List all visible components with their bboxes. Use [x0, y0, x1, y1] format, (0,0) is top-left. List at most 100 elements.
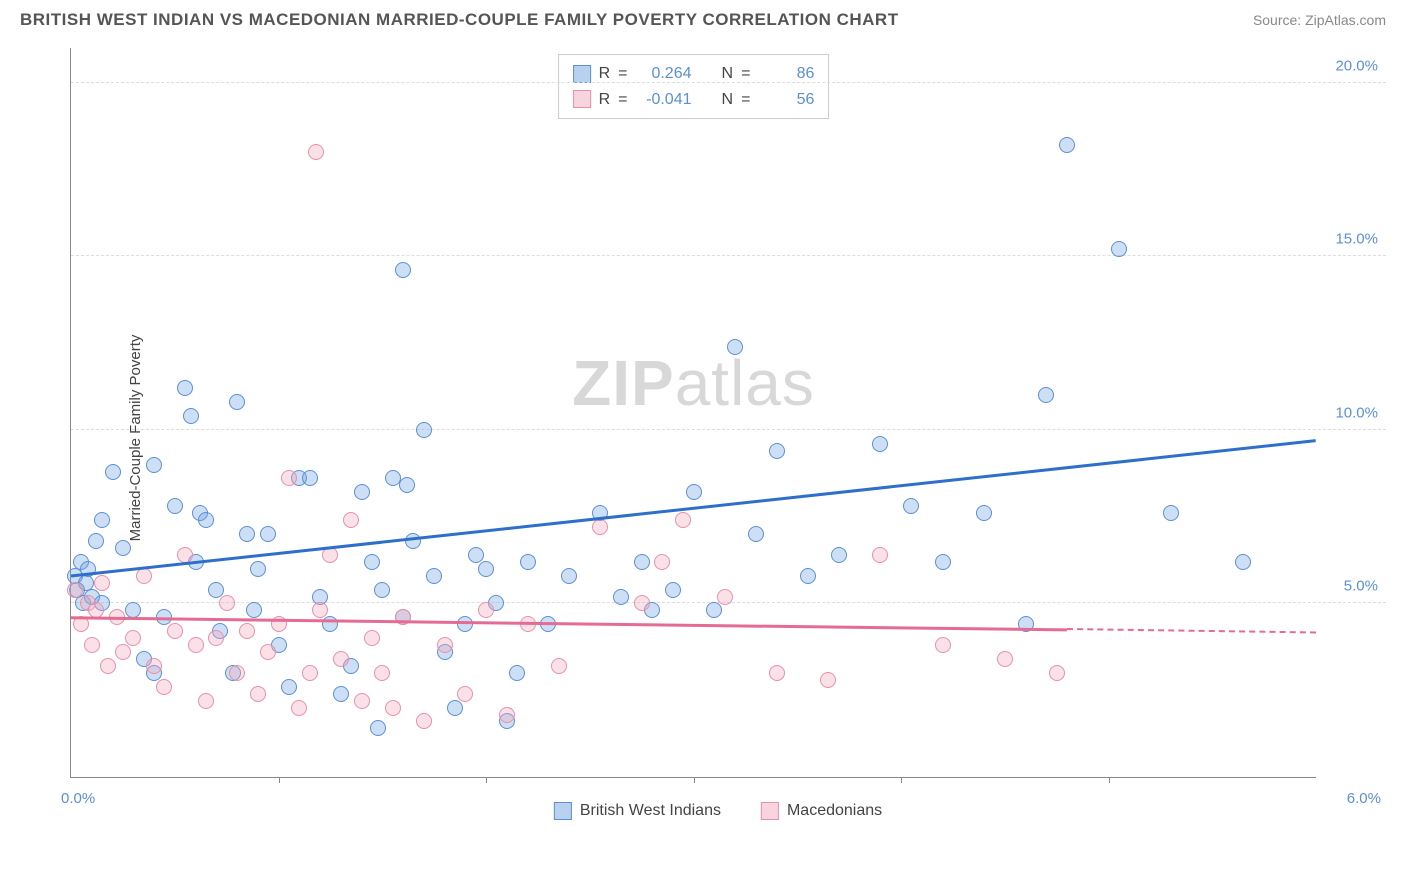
scatter-point-mac: [188, 637, 204, 653]
scatter-point-mac: [198, 693, 214, 709]
scatter-point-mac: [250, 686, 266, 702]
legend-eq: =: [618, 61, 627, 87]
y-tick-label: 20.0%: [1335, 57, 1378, 74]
scatter-point-bwi: [520, 554, 536, 570]
scatter-point-mac: [302, 665, 318, 681]
scatter-point-mac: [997, 651, 1013, 667]
scatter-point-mac: [935, 637, 951, 653]
scatter-point-bwi: [426, 568, 442, 584]
scatter-point-mac: [156, 679, 172, 695]
scatter-point-mac: [291, 700, 307, 716]
watermark: ZIPatlas: [572, 346, 815, 420]
scatter-point-bwi: [1059, 137, 1075, 153]
chart-header: BRITISH WEST INDIAN VS MACEDONIAN MARRIE…: [0, 0, 1406, 38]
scatter-point-mac: [769, 665, 785, 681]
scatter-point-bwi: [364, 554, 380, 570]
legend-stat-row-bwi: R=0.264N=86: [573, 61, 815, 87]
legend-swatch: [573, 90, 591, 108]
legend-stat-row-mac: R = -0.041 N = 56: [573, 87, 815, 113]
x-minor-tick: [279, 777, 280, 783]
scatter-point-mac: [84, 637, 100, 653]
scatter-point-bwi: [105, 464, 121, 480]
watermark-rest: atlas: [675, 347, 815, 419]
gridline-horizontal: [71, 429, 1386, 430]
scatter-point-bwi: [333, 686, 349, 702]
scatter-point-mac: [872, 547, 888, 563]
scatter-point-mac: [385, 700, 401, 716]
scatter-point-bwi: [831, 547, 847, 563]
scatter-point-mac: [260, 644, 276, 660]
x-tick-max: 6.0%: [1347, 790, 1381, 807]
scatter-point-bwi: [1038, 387, 1054, 403]
source-label: Source: ZipAtlas.com: [1253, 12, 1386, 28]
legend-series-label: British West Indians: [580, 802, 721, 820]
x-minor-tick: [901, 777, 902, 783]
scatter-point-bwi: [395, 262, 411, 278]
legend-eq: =: [741, 61, 750, 87]
legend-swatch: [761, 802, 779, 820]
scatter-point-bwi: [198, 512, 214, 528]
scatter-point-mac: [551, 658, 567, 674]
watermark-bold: ZIP: [572, 347, 675, 419]
scatter-point-mac: [67, 582, 83, 598]
legend-series: British West Indians Macedonians: [554, 802, 882, 820]
scatter-point-bwi: [727, 339, 743, 355]
chart-area: Married-Couple Family Poverty ZIPatlas R…: [50, 38, 1386, 838]
scatter-point-bwi: [1163, 505, 1179, 521]
scatter-point-bwi: [935, 554, 951, 570]
scatter-point-bwi: [416, 422, 432, 438]
scatter-point-bwi: [260, 526, 276, 542]
scatter-point-mac: [364, 630, 380, 646]
scatter-point-mac: [333, 651, 349, 667]
legend-swatch: [573, 65, 591, 83]
scatter-point-bwi: [405, 533, 421, 549]
scatter-point-bwi: [976, 505, 992, 521]
scatter-point-bwi: [354, 484, 370, 500]
legend-R-label: R: [599, 87, 611, 113]
scatter-point-bwi: [208, 582, 224, 598]
scatter-point-bwi: [370, 720, 386, 736]
scatter-point-mac: [675, 512, 691, 528]
scatter-point-mac: [115, 644, 131, 660]
source-name: ZipAtlas.com: [1305, 12, 1386, 28]
legend-N-value: 86: [758, 61, 814, 87]
scatter-point-bwi: [1111, 241, 1127, 257]
scatter-point-bwi: [250, 561, 266, 577]
scatter-point-bwi: [177, 380, 193, 396]
scatter-point-mac: [312, 602, 328, 618]
scatter-point-mac: [416, 713, 432, 729]
legend-swatch: [554, 802, 572, 820]
scatter-point-mac: [239, 623, 255, 639]
legend-R-value: -0.041: [636, 87, 692, 113]
x-minor-tick: [1109, 777, 1110, 783]
scatter-point-bwi: [1235, 554, 1251, 570]
scatter-point-bwi: [183, 408, 199, 424]
legend-R-value: 0.264: [636, 61, 692, 87]
scatter-point-mac: [219, 595, 235, 611]
legend-N-label: N: [722, 87, 734, 113]
scatter-point-mac: [634, 595, 650, 611]
scatter-point-mac: [820, 672, 836, 688]
scatter-point-mac: [167, 623, 183, 639]
scatter-point-bwi: [748, 526, 764, 542]
scatter-point-mac: [478, 602, 494, 618]
x-minor-tick: [694, 777, 695, 783]
scatter-point-bwi: [800, 568, 816, 584]
legend-eq: =: [618, 87, 627, 113]
legend-eq: =: [741, 87, 750, 113]
scatter-point-mac: [717, 589, 733, 605]
scatter-point-bwi: [478, 561, 494, 577]
scatter-point-bwi: [872, 436, 888, 452]
scatter-point-mac: [343, 512, 359, 528]
scatter-point-bwi: [561, 568, 577, 584]
scatter-point-bwi: [457, 616, 473, 632]
scatter-point-bwi: [769, 443, 785, 459]
scatter-point-mac: [94, 575, 110, 591]
scatter-point-mac: [654, 554, 670, 570]
y-tick-label: 15.0%: [1335, 231, 1378, 248]
legend-stats-box: R = 0.264 N = 86R = -0.041 N = 56: [558, 54, 830, 119]
legend-item-mac: Macedonians: [761, 802, 882, 820]
scatter-point-bwi: [706, 602, 722, 618]
x-minor-tick: [486, 777, 487, 783]
legend-N-value: 56: [758, 87, 814, 113]
